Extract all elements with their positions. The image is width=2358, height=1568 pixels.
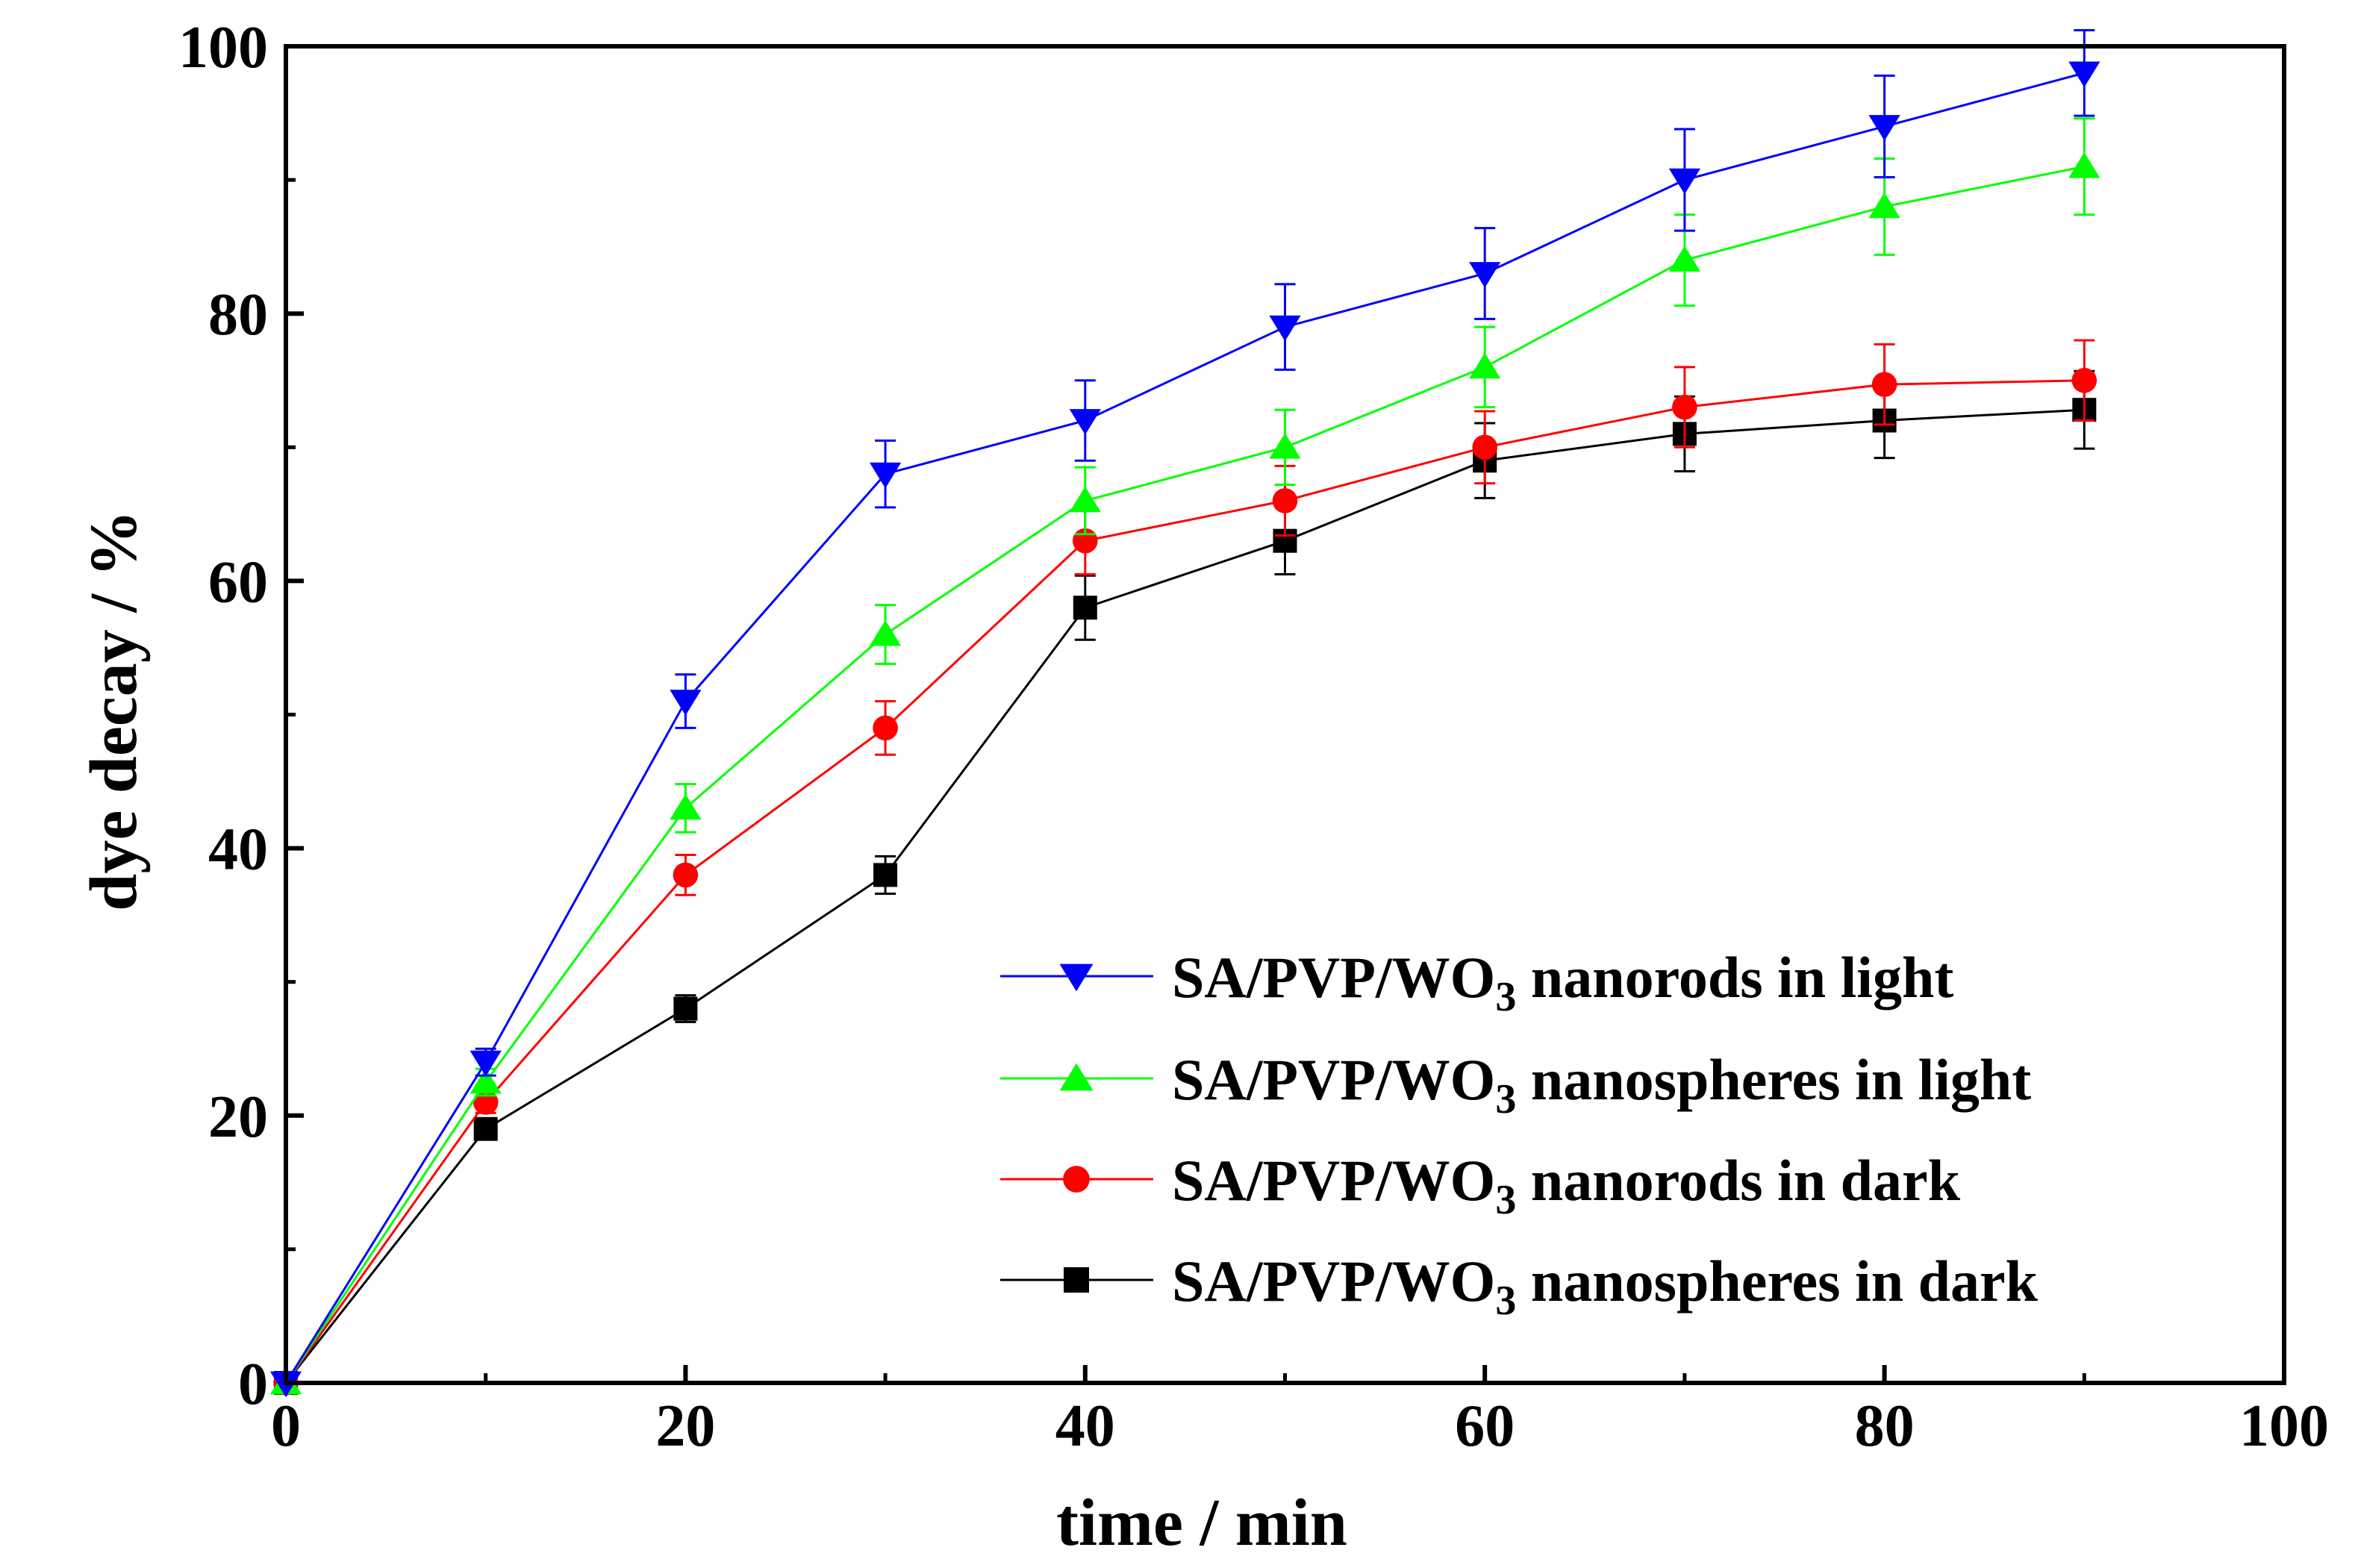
data-point — [673, 996, 698, 1021]
data-point — [873, 863, 898, 887]
x-tick-label: 80 — [1855, 1393, 1915, 1459]
legend-label: SA/PVP/WO3 nanospheres in dark — [1172, 1249, 2039, 1324]
data-point — [869, 619, 902, 646]
legend-label: SA/PVP/WO3 nanospheres in light — [1172, 1047, 2031, 1122]
y-axis-title: dye decay / % — [77, 510, 151, 910]
data-point — [470, 1050, 502, 1077]
y-tick-label: 60 — [208, 549, 268, 615]
y-axis-ticks: 0 20 40 60 80 100 — [178, 15, 304, 1417]
legend-marker — [1064, 1267, 1089, 1293]
legend-item: SA/PVP/WO3 nanospheres in light — [1000, 1047, 2031, 1122]
legend-marker — [1059, 963, 1094, 992]
series-line — [284, 165, 2085, 1384]
series-0 — [269, 29, 2100, 1398]
y-tick-label: 40 — [208, 817, 268, 883]
series-2 — [273, 339, 2097, 1396]
legend-label-prefix: SA/PVP/WO — [1172, 1148, 1495, 1213]
legend-label-subscript: 3 — [1495, 1177, 1516, 1223]
legend-label: SA/PVP/WO3 nanorods in dark — [1172, 1148, 1961, 1223]
data-point — [673, 862, 699, 888]
data-point — [1269, 315, 1301, 342]
series-layer — [269, 29, 2100, 1398]
data-point — [1469, 352, 1501, 379]
data-point — [1871, 372, 1897, 397]
legend-label-prefix: SA/PVP/WO — [1172, 1047, 1495, 1112]
x-tick-label: 100 — [2239, 1393, 2329, 1459]
series-line — [284, 408, 2085, 1384]
x-tick-label: 40 — [1055, 1393, 1115, 1459]
y-tick-label: 0 — [238, 1352, 268, 1417]
legend-item: SA/PVP/WO3 nanorods in dark — [1000, 1148, 1961, 1223]
y-tick-label: 80 — [208, 282, 268, 348]
data-point — [1469, 262, 1501, 288]
legend-marker — [1063, 1166, 1090, 1193]
data-point — [670, 690, 702, 716]
data-point — [473, 1116, 498, 1141]
series-line — [284, 379, 2085, 1384]
data-point — [1269, 433, 1301, 459]
legend-label-suffix: nanorods in light — [1516, 945, 1953, 1010]
data-point — [1472, 434, 1497, 460]
y-tick-label: 20 — [208, 1084, 268, 1150]
data-point — [1272, 488, 1298, 513]
data-point — [1868, 115, 1900, 141]
legend-label-suffix: nanospheres in dark — [1516, 1249, 2038, 1314]
series-line — [284, 72, 2085, 1384]
data-point — [2071, 367, 2097, 393]
data-point — [2068, 61, 2100, 88]
data-point — [1668, 246, 1701, 272]
data-point — [1672, 394, 1697, 420]
y-tick-label: 100 — [178, 15, 268, 81]
data-point — [1069, 486, 1101, 513]
data-point — [670, 793, 702, 820]
x-tick-label: 60 — [1455, 1393, 1515, 1459]
legend-item: SA/PVP/WO3 nanospheres in dark — [1000, 1249, 2039, 1324]
data-point — [2068, 152, 2100, 178]
data-point — [1868, 192, 1900, 219]
legend-label-subscript: 3 — [1495, 974, 1516, 1020]
legend-item: SA/PVP/WO3 nanorods in light — [1000, 945, 1953, 1020]
legend-label-prefix: SA/PVP/WO — [1172, 945, 1495, 1010]
data-point — [1069, 409, 1101, 435]
x-tick-label: 0 — [271, 1393, 301, 1459]
legend-label-subscript: 3 — [1495, 1278, 1516, 1324]
x-axis-title: time / min — [1056, 1486, 1347, 1560]
legend-label: SA/PVP/WO3 nanorods in light — [1172, 945, 1953, 1020]
data-point — [873, 715, 898, 741]
data-point — [1073, 596, 1097, 620]
plot-frame — [284, 44, 2286, 1385]
legend-label-prefix: SA/PVP/WO — [1172, 1249, 1495, 1314]
data-point — [470, 1067, 502, 1094]
data-point — [1668, 168, 1701, 195]
legend-label-suffix: nanospheres in light — [1516, 1047, 2031, 1112]
legend-label-subscript: 3 — [1495, 1076, 1516, 1122]
x-axis-ticks: 0 20 40 60 80 100 — [271, 1365, 2329, 1459]
series-1 — [269, 117, 2100, 1395]
x-tick-label: 20 — [655, 1393, 715, 1459]
legend-label-suffix: nanorods in dark — [1516, 1148, 1960, 1213]
data-point — [869, 462, 902, 489]
legend-marker — [1059, 1063, 1094, 1091]
